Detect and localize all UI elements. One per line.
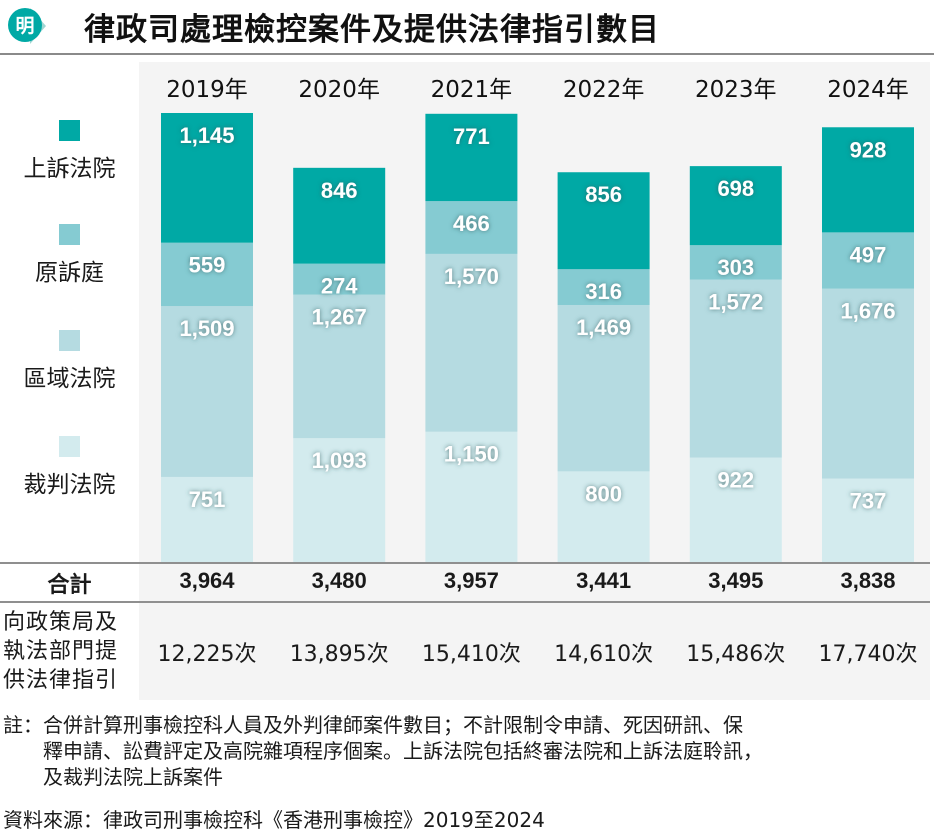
year-label: 2019年 xyxy=(166,77,248,103)
year-label: 2021年 xyxy=(430,77,513,103)
bar-segment xyxy=(689,279,782,458)
bar-value-label: 1,093 xyxy=(312,448,367,473)
notes: 註： 合併計算刑事檢控科人員及外判律師案件數目；不計限制令申請、死因研訊、保 釋… xyxy=(3,712,931,790)
bar-segment xyxy=(425,113,518,202)
legend-item: 區域法院 xyxy=(0,330,139,393)
total-row-bottom-rule xyxy=(0,601,930,603)
year-label: 2020年 xyxy=(298,77,380,103)
header: 明 律政司處理檢控案件及提供法律指引數目 xyxy=(0,0,934,56)
bar-segment xyxy=(689,457,782,562)
guidance-value: 17,740次 xyxy=(818,642,918,667)
bar-value-label: 1,572 xyxy=(708,290,763,315)
guidance-value: 15,486次 xyxy=(686,642,786,667)
legend-item: 原訴庭 xyxy=(0,224,139,287)
bar-segment xyxy=(689,166,782,246)
total-value: 3,480 xyxy=(311,568,367,593)
bar-value-label: 751 xyxy=(189,487,226,512)
total-value: 3,964 xyxy=(179,568,235,593)
bar-value-label: 1,676 xyxy=(840,299,895,324)
bar-value-label: 771 xyxy=(453,124,490,149)
legend-label: 區域法院 xyxy=(23,366,116,392)
bar-segment xyxy=(293,263,386,295)
bar-segment xyxy=(425,431,518,562)
bar-segment xyxy=(161,476,253,562)
bar-value-label: 316 xyxy=(585,279,622,304)
bar-segment xyxy=(822,232,914,289)
bar-value-label: 274 xyxy=(321,274,358,299)
bar-segment xyxy=(557,269,650,305)
chart-title: 律政司處理檢控案件及提供法律指引數目 xyxy=(84,12,660,48)
bar-value-label: 698 xyxy=(717,176,754,201)
bar-value-label: 800 xyxy=(585,481,622,506)
bar-segment xyxy=(557,471,650,562)
bar-value-label: 1,150 xyxy=(444,442,499,467)
chart-panel xyxy=(139,62,930,700)
header-divider xyxy=(0,53,934,55)
bar-segment xyxy=(822,288,914,479)
year-label: 2024年 xyxy=(827,77,909,103)
note-line: 釋申請、訟費評定及高院雜項程序個案。上訴法院包括終審法院和上訴法庭聆訊， xyxy=(43,739,763,763)
legend-swatch xyxy=(59,224,80,245)
bar-value-label: 1,469 xyxy=(576,315,631,340)
bar-segment xyxy=(161,242,253,307)
bar-segment xyxy=(557,304,650,472)
bar-segment xyxy=(161,113,253,243)
bar-value-label: 559 xyxy=(189,253,226,278)
total-value: 3,957 xyxy=(443,568,499,593)
note-prefix: 註： xyxy=(3,713,43,737)
bar-segment xyxy=(425,253,518,432)
ming-pao-logo-icon: 明 xyxy=(8,8,46,44)
bar-value-label: 303 xyxy=(717,255,754,280)
legend-swatch xyxy=(59,120,80,141)
legend-swatch xyxy=(59,330,80,351)
guidance-value: 13,895次 xyxy=(289,642,389,667)
source-note: 資料來源：律政司刑事檢控科《香港刑事檢控》2019至2024 xyxy=(3,808,545,832)
legend-label: 上訴法院 xyxy=(23,156,116,182)
bar-value-label: 1,570 xyxy=(444,264,499,289)
year-label: 2022年 xyxy=(562,77,645,103)
bar-segment xyxy=(293,438,386,562)
bar-segment xyxy=(557,172,650,270)
bar-value-label: 1,145 xyxy=(179,123,234,148)
year-label: 2023年 xyxy=(695,77,777,103)
total-row-label: 合計 xyxy=(47,573,92,598)
guidance-label-line: 供法律指引 xyxy=(3,668,119,693)
guidance-value: 15,410次 xyxy=(421,642,521,667)
bar-value-label: 1,267 xyxy=(312,305,367,330)
guidance-label-line: 向政策局及 xyxy=(3,610,119,635)
svg-text:明: 明 xyxy=(15,15,34,37)
bar-segment xyxy=(293,167,386,264)
legend-label: 原訴庭 xyxy=(35,260,104,286)
total-row-top-rule xyxy=(0,562,930,564)
guidance-row-label: 向政策局及 執法部門提 供法律指引 xyxy=(3,608,137,695)
bar-segment xyxy=(293,294,386,439)
legend-swatch xyxy=(59,436,80,457)
bar-value-label: 737 xyxy=(850,489,887,514)
legend-item: 上訴法院 xyxy=(0,120,139,183)
bar-value-label: 497 xyxy=(850,242,887,267)
total-value: 3,441 xyxy=(576,568,632,593)
bar-segment xyxy=(822,478,914,562)
bar-value-label: 928 xyxy=(850,137,887,162)
legend-label: 裁判法院 xyxy=(23,472,116,498)
bar-segment xyxy=(822,127,914,233)
bar-segment xyxy=(161,306,253,477)
total-value: 3,495 xyxy=(708,568,764,593)
legend-item: 裁判法院 xyxy=(0,436,139,499)
stacked-bar-chart: 751 1,509 559 1,145 1,093 1,267 274 846 1,150 1,5… xyxy=(161,113,914,562)
bar-value-label: 1,509 xyxy=(179,316,234,341)
bar-value-label: 466 xyxy=(453,211,490,236)
bar-value-label: 856 xyxy=(585,182,622,207)
bar-value-label: 846 xyxy=(321,178,358,203)
guidance-label-line: 執法部門提 xyxy=(3,639,119,664)
bar-value-label: 922 xyxy=(717,468,754,493)
note-line: 合併計算刑事檢控科人員及外判律師案件數目；不計限制令申請、死因研訊、保 xyxy=(43,713,743,737)
guidance-value: 14,610次 xyxy=(554,642,654,667)
guidance-value: 12,225次 xyxy=(157,642,257,667)
bar-segment xyxy=(689,245,782,280)
total-value: 3,838 xyxy=(840,568,896,593)
bar-segment xyxy=(425,201,518,254)
note-body: 合併計算刑事檢控科人員及外判律師案件數目；不計限制令申請、死因研訊、保 釋申請、… xyxy=(43,712,931,790)
note-line: 及裁判法院上訴案件 xyxy=(43,765,223,789)
